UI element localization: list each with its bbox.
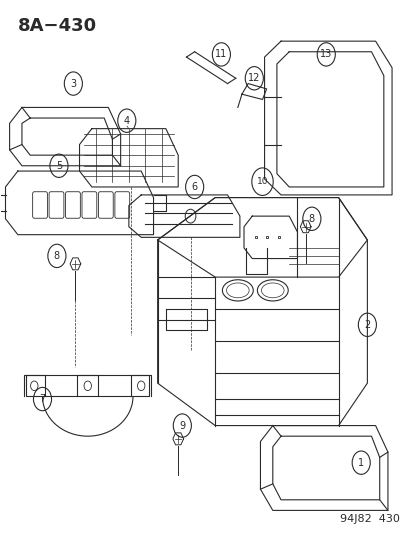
Text: 94J82  430: 94J82 430 [339,514,399,523]
Text: 1: 1 [357,458,363,467]
Text: 10: 10 [256,177,268,186]
Text: 5: 5 [56,161,62,171]
Text: 9: 9 [179,421,185,431]
Text: 8: 8 [54,251,60,261]
Text: 8A−430: 8A−430 [18,17,97,35]
Text: 4: 4 [123,116,130,126]
Text: 13: 13 [319,50,332,59]
Text: 12: 12 [247,73,260,83]
Text: 8: 8 [308,214,314,224]
Text: 3: 3 [70,78,76,88]
Text: 7: 7 [39,394,45,404]
Text: 6: 6 [191,182,197,192]
Text: 2: 2 [363,320,370,330]
Text: 11: 11 [215,50,227,59]
